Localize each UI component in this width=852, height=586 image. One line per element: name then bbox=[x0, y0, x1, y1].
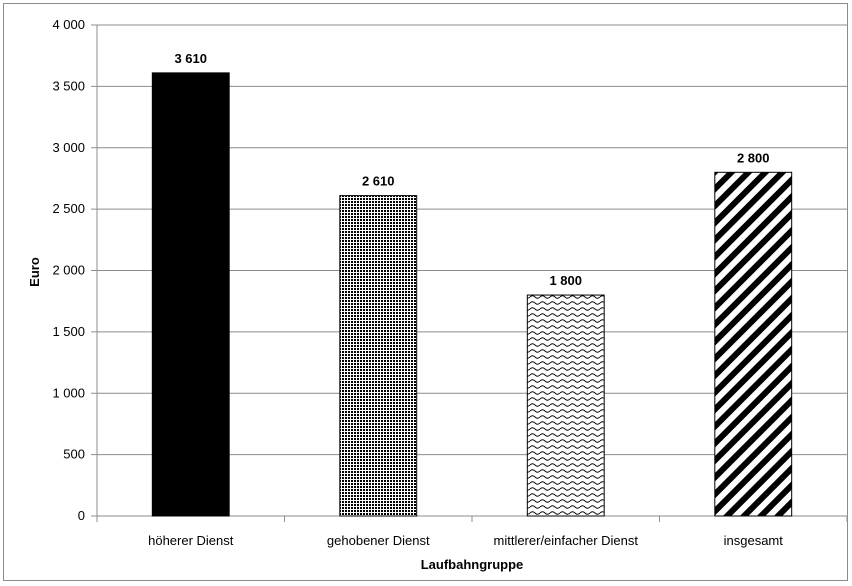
chart-frame bbox=[3, 3, 848, 581]
data-labels: 3 610 2 610 1 800 2 800 bbox=[174, 51, 769, 288]
y-tick-label: 4 000 bbox=[52, 17, 85, 32]
bars bbox=[151, 72, 793, 517]
y-axis-title: Euro bbox=[27, 257, 42, 287]
bar bbox=[526, 294, 605, 517]
x-tick-label: gehobener Dienst bbox=[327, 533, 430, 548]
data-label: 1 800 bbox=[549, 273, 582, 288]
bar bbox=[714, 171, 793, 517]
x-tick-labels: höherer Dienst gehobener Dienst mittlerer/… bbox=[148, 533, 783, 548]
data-label: 2 800 bbox=[737, 150, 770, 165]
x-axis-title: Laufbahngruppe bbox=[421, 557, 524, 572]
y-tick-label: 3 500 bbox=[52, 78, 85, 93]
data-label: 3 610 bbox=[174, 51, 207, 66]
x-tick-label: insgesamt bbox=[724, 533, 784, 548]
bar bbox=[151, 72, 230, 517]
bar bbox=[339, 195, 418, 517]
y-tick-label: 1 000 bbox=[52, 385, 85, 400]
y-tick-label: 2 000 bbox=[52, 263, 85, 278]
y-tick-label: 1 500 bbox=[52, 324, 85, 339]
x-tick-label: höherer Dienst bbox=[148, 533, 234, 548]
y-tick-label: 3 000 bbox=[52, 140, 85, 155]
data-label: 2 610 bbox=[362, 174, 395, 189]
y-tick-labels: 0 500 1 000 1 500 2 000 2 500 3 000 3 500 4 000 bbox=[52, 17, 85, 523]
y-tick-label: 2 500 bbox=[52, 201, 85, 216]
y-tick-label: 500 bbox=[63, 447, 85, 462]
y-tick-label: 0 bbox=[78, 508, 85, 523]
x-tick-label: mittlerer/einfacher Dienst bbox=[494, 533, 639, 548]
